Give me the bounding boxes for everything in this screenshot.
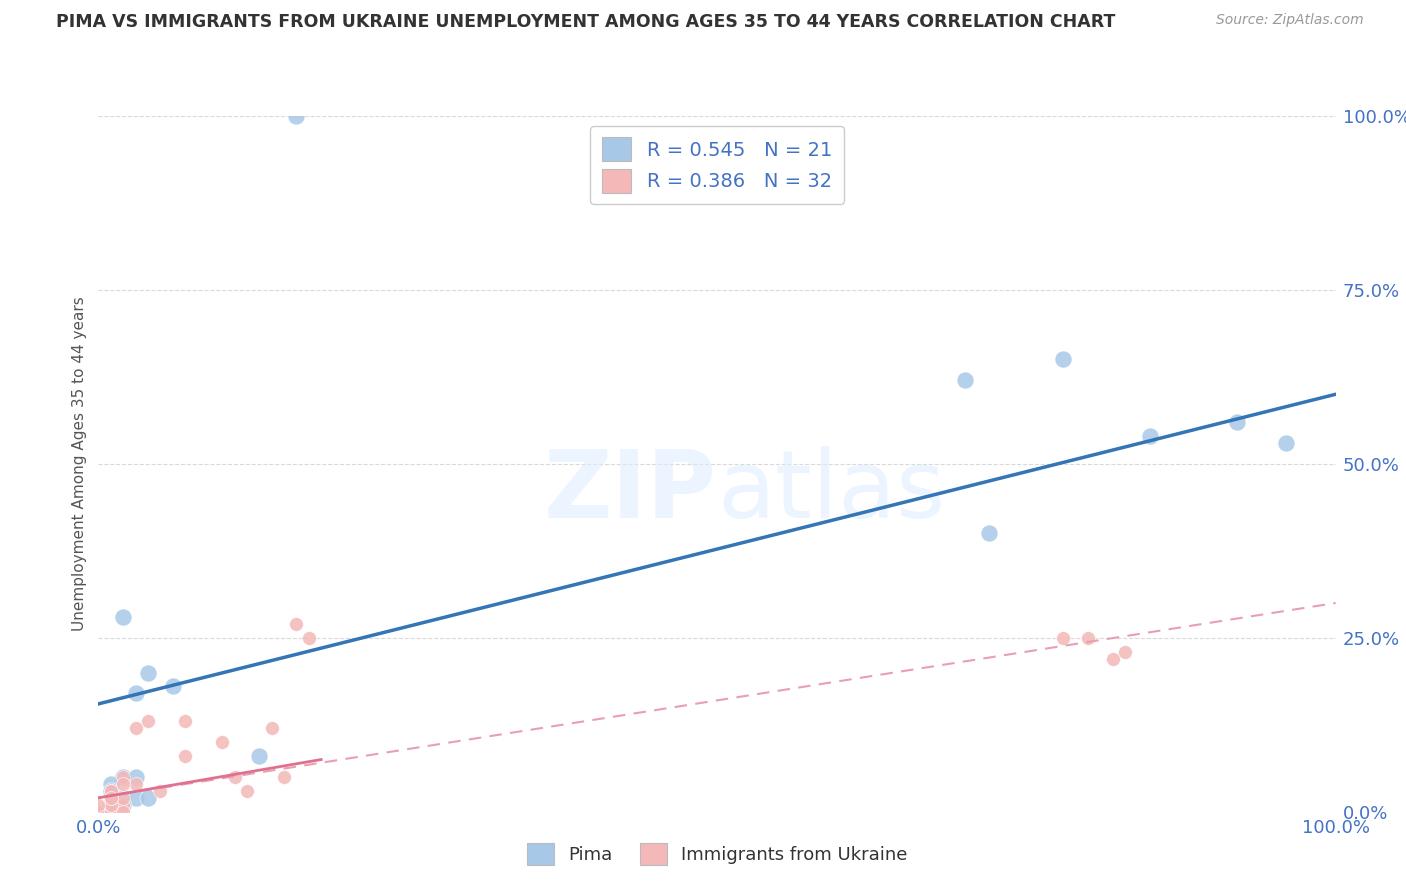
Point (1077, 631, 1099, 645)
Point (124, 686, 146, 700)
Point (1052, 352, 1074, 367)
Point (124, 790, 146, 805)
Point (1102, 651, 1125, 665)
Point (174, 714, 197, 729)
Point (285, 109, 308, 123)
Point (236, 784, 259, 798)
Point (285, 616, 308, 631)
Y-axis label: Unemployment Among Ages 35 to 44 years: Unemployment Among Ages 35 to 44 years (72, 296, 87, 632)
Point (100, 797, 122, 812)
Point (100, 784, 122, 798)
Text: Source: ZipAtlas.com: Source: ZipAtlas.com (1216, 13, 1364, 28)
Point (100, 790, 122, 805)
Point (953, 373, 976, 387)
Point (124, 777, 146, 791)
Point (112, 797, 135, 812)
Point (124, 721, 146, 735)
Point (100, 797, 122, 812)
Point (112, 790, 135, 805)
Point (100, 790, 122, 805)
Point (112, 770, 135, 784)
Point (112, 770, 135, 784)
Point (100, 797, 122, 812)
Point (1275, 436, 1298, 450)
Point (112, 797, 135, 812)
Point (112, 805, 135, 819)
Point (112, 610, 135, 624)
Point (87, 797, 110, 812)
Point (1052, 631, 1074, 645)
Point (100, 784, 122, 798)
Point (112, 777, 135, 791)
Point (162, 680, 184, 694)
Point (224, 770, 246, 784)
Point (100, 790, 122, 805)
Text: ZIP: ZIP (544, 446, 717, 538)
Point (100, 805, 122, 819)
Legend: Pima, Immigrants from Ukraine: Pima, Immigrants from Ukraine (519, 836, 915, 872)
Point (174, 749, 197, 764)
Point (298, 631, 321, 645)
Point (136, 714, 159, 729)
Point (1114, 645, 1136, 659)
Point (112, 790, 135, 805)
Point (87, 805, 110, 819)
Point (149, 784, 172, 798)
Point (1139, 429, 1161, 443)
Point (247, 749, 270, 764)
Point (260, 721, 283, 735)
Point (100, 777, 122, 791)
Point (211, 735, 233, 749)
Point (273, 770, 295, 784)
Point (979, 526, 1001, 541)
Point (136, 790, 159, 805)
Point (1226, 415, 1249, 429)
Text: PIMA VS IMMIGRANTS FROM UKRAINE UNEMPLOYMENT AMONG AGES 35 TO 44 YEARS CORRELATI: PIMA VS IMMIGRANTS FROM UKRAINE UNEMPLOY… (56, 13, 1115, 31)
Point (136, 665, 159, 680)
Point (100, 784, 122, 798)
Text: atlas: atlas (717, 446, 945, 538)
Point (124, 770, 146, 784)
